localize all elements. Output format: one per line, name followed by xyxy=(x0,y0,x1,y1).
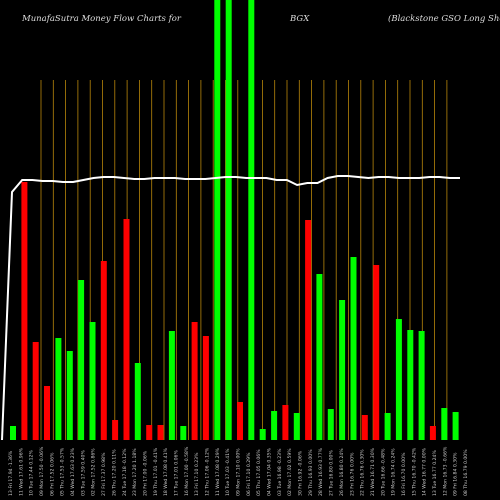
x-tick-label: 13 Fri 17.10 0.23% xyxy=(194,452,200,496)
x-tick-label: 27 Tue 16.80 0.00% xyxy=(329,450,335,496)
chart-header-left: MunafaSutra Money Flow Charts for xyxy=(22,14,181,24)
money-flow-bar xyxy=(429,426,436,440)
money-flow-bar xyxy=(191,322,198,440)
money-flow-bar xyxy=(123,219,130,440)
x-tick-label: 27 Fri 17.37 0.98% xyxy=(101,452,107,496)
money-flow-bar xyxy=(361,415,368,440)
money-flow-bar xyxy=(248,0,255,440)
money-flow-bar xyxy=(32,342,39,440)
x-tick-label: 18 Wed 17.08 0.41% xyxy=(163,447,169,496)
x-tick-label: 20 Tue 16.66 -0.48% xyxy=(380,448,386,496)
x-tick-label: 19 Mon 16.74 0.24% xyxy=(391,448,397,496)
x-tick-label: 28 Wed 16.93 0.77% xyxy=(318,447,324,496)
x-tick-label: 26 Thu 17.20 0.11% xyxy=(111,449,117,496)
x-tick-label: 03 Tue 17.59 0.40% xyxy=(80,450,86,496)
x-tick-label: 04 Wed 17.63 0.23% xyxy=(70,447,76,496)
x-tick-labels: 13-Fri 17.94 -1.36% 11 Wed 17.61 0.96% 10 … xyxy=(8,446,469,496)
money-flow-bar xyxy=(146,425,153,440)
x-tick-label: 15 Thu 16.70 -0.42% xyxy=(411,447,417,496)
money-flow-bar xyxy=(339,300,346,440)
money-flow-bar xyxy=(134,363,141,440)
x-tick-label: 26 Mon 16.80 0.24% xyxy=(339,448,345,496)
x-tick-label: 30 Fri 16.92 -0.06% xyxy=(298,450,304,496)
money-flow-bar xyxy=(237,402,243,440)
money-flow-bar xyxy=(225,0,232,440)
money-flow-bar xyxy=(89,322,96,440)
x-tick-label: 10 Tue 17.03 -0.41% xyxy=(225,448,231,496)
x-tick-label: 11 Wed 17.08 0.29% xyxy=(215,447,221,496)
money-flow-bar xyxy=(305,220,312,440)
x-tick-label: 16 Fri 16.70 0.00% xyxy=(401,452,407,496)
x-tick-label: 23 Mon 17.20 1.18% xyxy=(132,448,138,496)
x-tick-label: 11 Wed 17.61 0.96% xyxy=(18,447,24,496)
money-flow-bar xyxy=(395,319,402,440)
money-flow-bar xyxy=(350,257,357,440)
x-tick-label: 09 Mon 17.10 0.00% xyxy=(236,448,242,496)
money-flow-bar xyxy=(44,386,50,440)
money-flow-bar xyxy=(316,274,323,440)
x-tick-label: 06 Fri 17.10 0.29% xyxy=(246,452,252,496)
x-tick-label: 22 Thu 16.76 0.30% xyxy=(360,449,366,496)
x-tick-label: 08 Thu 16.79 0.00% xyxy=(463,449,469,496)
x-tick-label: 14 Wed 16.77 0.00% xyxy=(422,447,428,496)
money-flow-bar xyxy=(21,182,28,440)
x-tick-label: 05 Thu 17.05 0.06% xyxy=(256,449,262,496)
money-flow-bar xyxy=(202,336,209,440)
x-tick-label: 29 Thu 16.93 0.00% xyxy=(308,449,314,496)
x-tick-label: 02 Mon 17.52 0.86% xyxy=(91,448,97,496)
money-flow-bar xyxy=(112,420,119,440)
money-flow-bar xyxy=(157,425,164,440)
money-flow-bar xyxy=(418,331,425,440)
x-tick-label: 16 Mon 17.00 -0.58% xyxy=(184,446,190,496)
x-tick-label: 12 Thu 17.06 -0.12% xyxy=(205,447,211,496)
x-tick-label: 09 Fri 16.84 0.30% xyxy=(453,452,459,496)
x-tick-label: 24 Tue 17.18 -0.12% xyxy=(122,448,128,496)
money-flow-bar xyxy=(407,330,414,440)
money-flow-bar xyxy=(78,280,85,440)
x-tick-label: 06 Fri 17.52 0.06% xyxy=(49,452,55,496)
x-tick-label: 09 Mon 17.50 -0.06% xyxy=(39,446,45,496)
x-tick-label: 03 Tue 16.98 -0.23% xyxy=(277,448,283,496)
chart-header-right: (Blackstone GSO Long Short C xyxy=(388,14,500,24)
x-tick-label: 20 Fri 17.00 -0.06% xyxy=(142,450,148,496)
money-flow-bar xyxy=(271,411,278,440)
money-flow-bar xyxy=(66,351,73,440)
money-flow-bar xyxy=(327,409,334,440)
x-tick-label: 23 Fri 16.76 0.00% xyxy=(349,452,355,496)
money-flow-bar xyxy=(373,265,380,440)
money-flow-bar xyxy=(452,412,459,440)
bar-series xyxy=(10,0,459,440)
x-tick-label: 04 Wed 17.04 0.35% xyxy=(267,447,273,496)
money-flow-bar xyxy=(168,331,175,440)
money-flow-bar xyxy=(214,0,221,440)
money-flow-bar xyxy=(100,261,107,440)
x-tick-label: 17 Tue 17.01 0.06% xyxy=(174,450,180,496)
money-flow-bar xyxy=(293,413,300,440)
x-tick-label: 21 Wed 16.71 0.30% xyxy=(370,447,376,496)
money-flow-bar xyxy=(441,408,448,440)
x-tick-label: 10 Tue 17.44 0.12% xyxy=(29,450,35,496)
money-flow-bar xyxy=(384,413,391,440)
money-flow-bar xyxy=(259,429,266,440)
x-tick-label: 13-Fri 17.94 -1.36% xyxy=(8,450,14,496)
x-tick-label: 12 Mon 16.73 -0.66% xyxy=(442,446,448,496)
money-flow-bar xyxy=(282,405,289,440)
money-flow-bar xyxy=(180,426,187,440)
x-tick-label: 02 Mon 17.02 0.59% xyxy=(287,448,293,496)
price-line xyxy=(1,175,460,441)
chart-header-symbol: BGX xyxy=(290,14,310,24)
money-flow-bar xyxy=(10,426,16,440)
x-tick-label: 05 Thu 17.53 -0.57% xyxy=(60,447,66,496)
money-flow-bar xyxy=(55,338,62,440)
x-tick-label: 13 Tue 16.77 0.24% xyxy=(432,450,438,496)
x-tick-label: 19 Thu 17.01 -0.41% xyxy=(153,447,159,496)
